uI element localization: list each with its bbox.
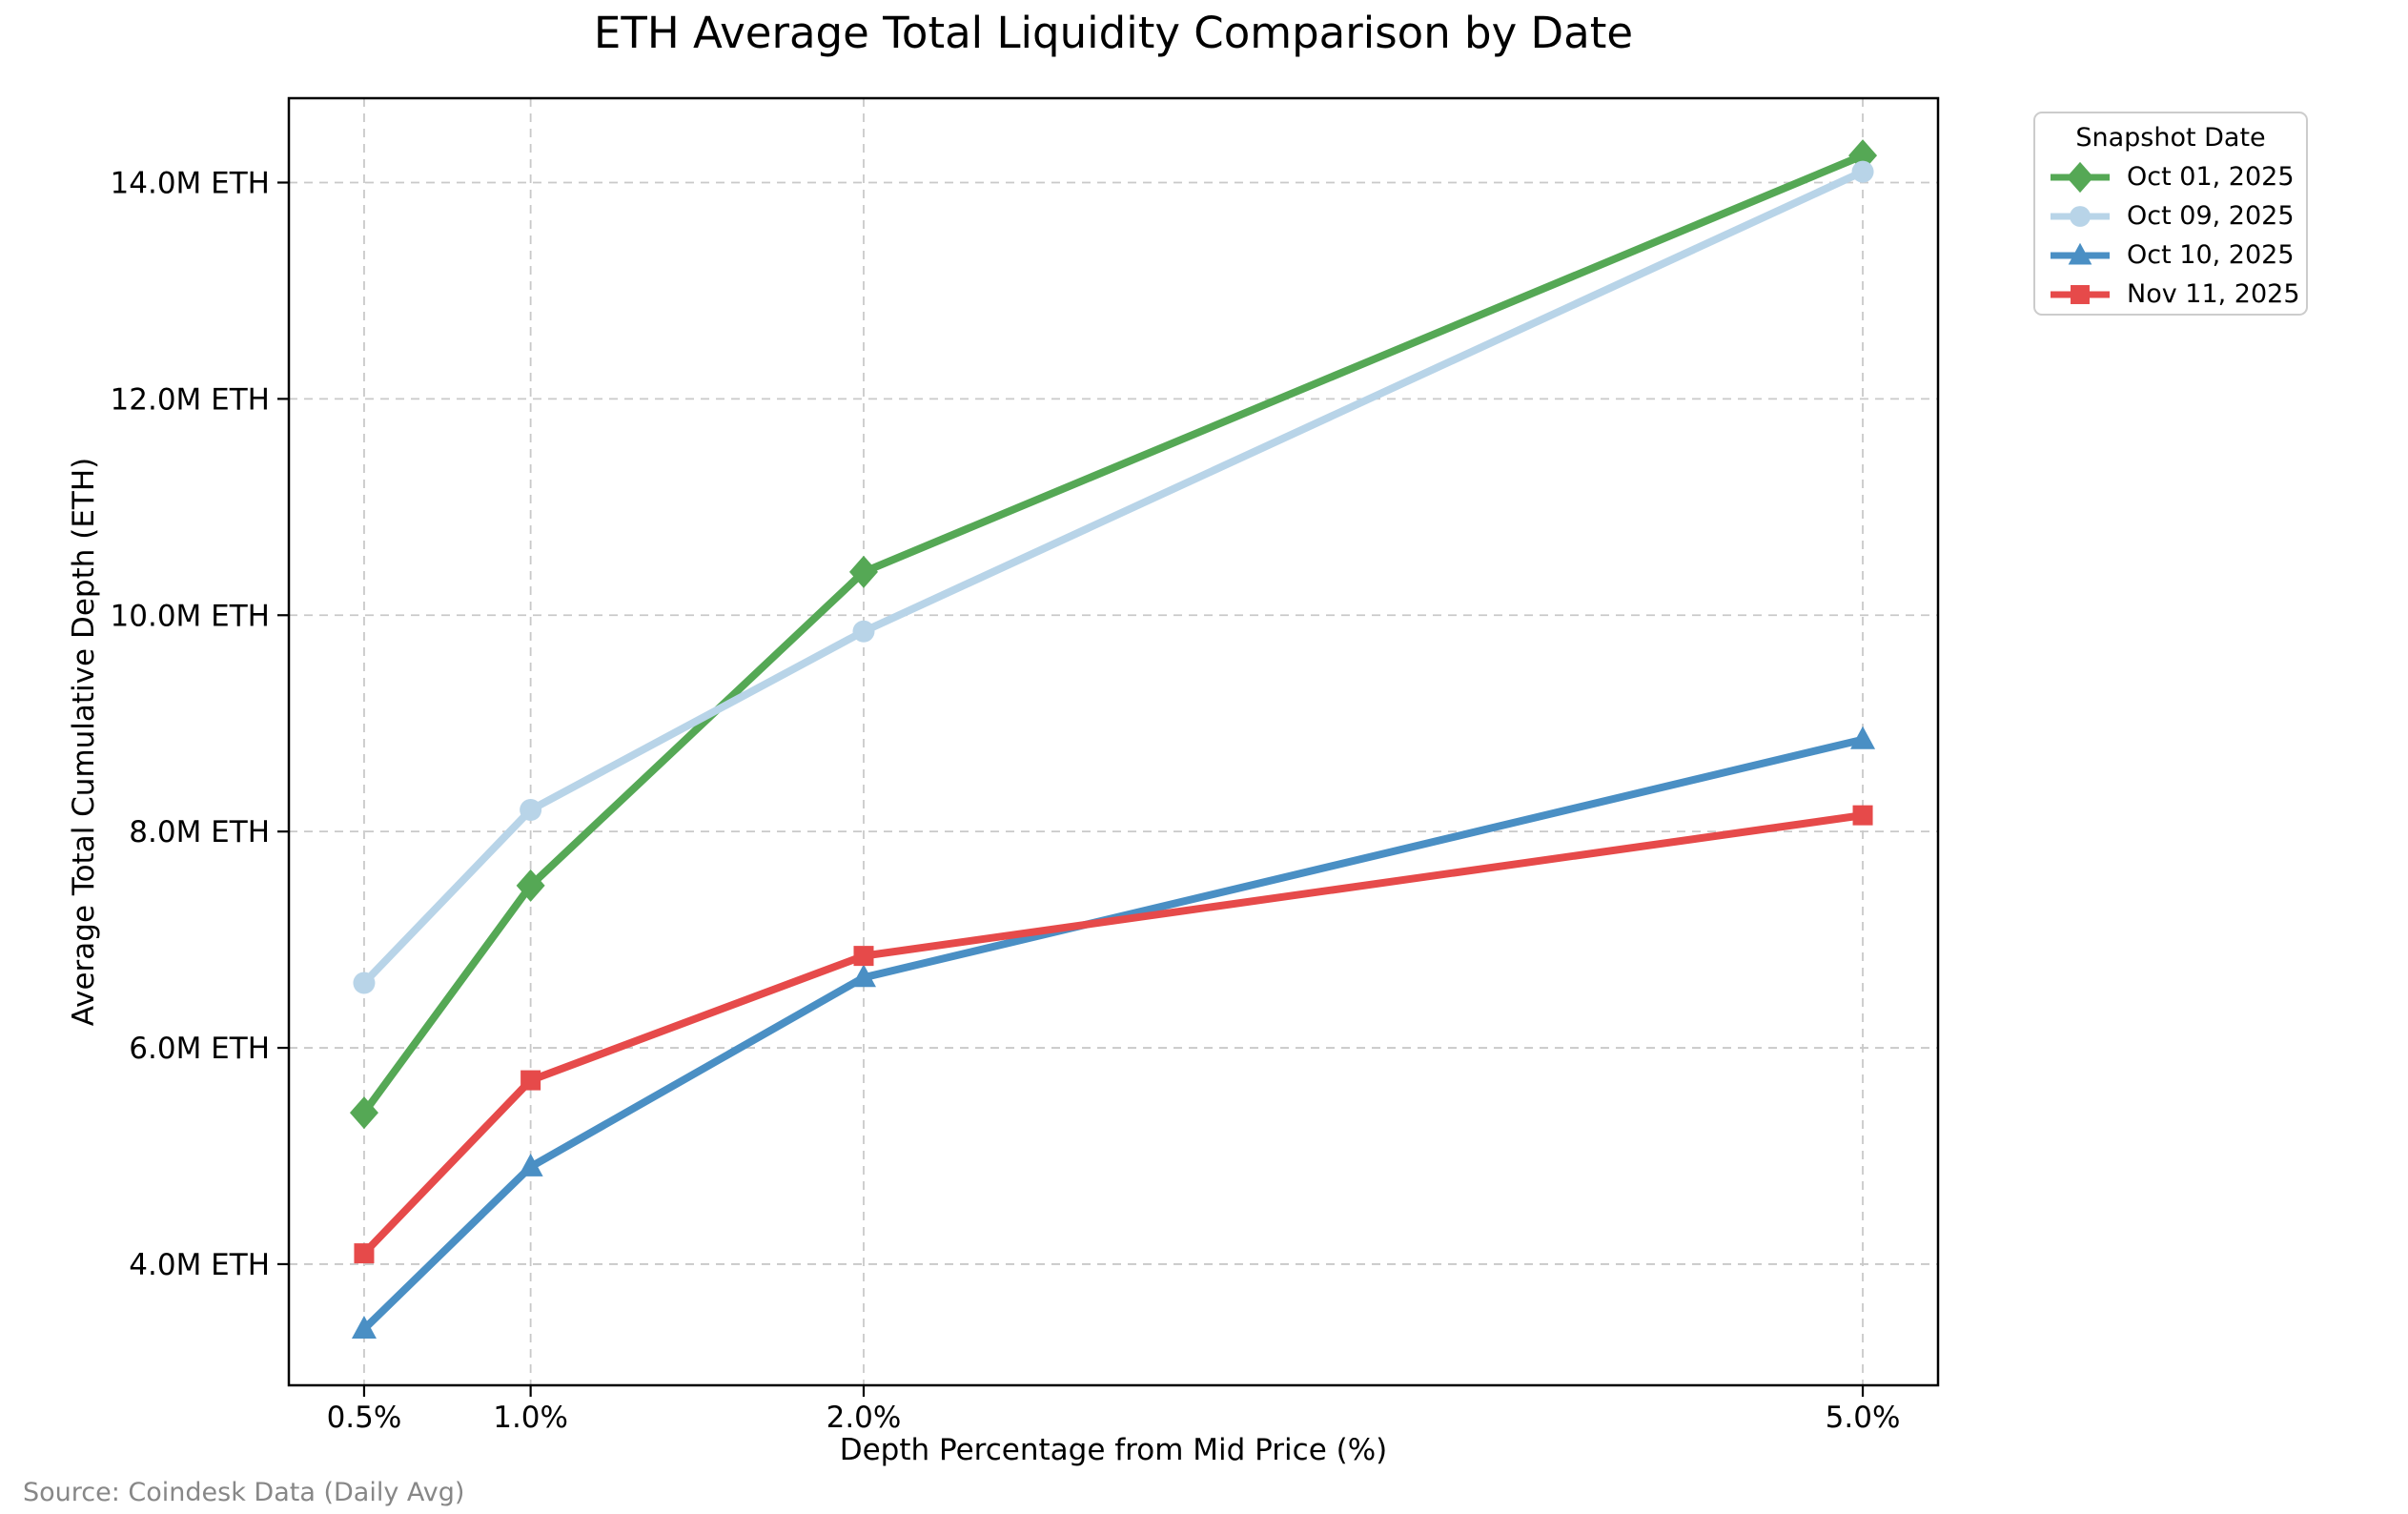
axes-border bbox=[287, 96, 1940, 1387]
source-note: Source: Coindesk Data (Daily Avg) bbox=[23, 1478, 465, 1507]
triangle-marker bbox=[351, 1316, 377, 1340]
square-marker bbox=[1852, 805, 1873, 826]
legend-item-label: Oct 01, 2025 bbox=[2127, 162, 2295, 192]
square-marker bbox=[2071, 284, 2090, 304]
x-tick-label: 1.0% bbox=[493, 1401, 568, 1435]
diamond-marker bbox=[349, 1096, 378, 1130]
legend: Snapshot Date Oct 01, 2025 Oct 09, 2025 Oc… bbox=[2033, 112, 2308, 316]
series-line bbox=[359, 735, 1867, 1334]
x-tick-label: 0.5% bbox=[327, 1401, 402, 1435]
legend-title: Snapshot Date bbox=[2075, 123, 2266, 153]
y-tick-label: 4.0M ETH bbox=[129, 1248, 270, 1282]
x-axis-label: Depth Percentage from Mid Price (%) bbox=[839, 1433, 1388, 1467]
y-tick-label: 10.0M ETH bbox=[111, 599, 270, 633]
legend-item-label: Oct 10, 2025 bbox=[2127, 240, 2295, 270]
legend-item: Oct 09, 2025 bbox=[2035, 196, 2306, 235]
triangle-marker bbox=[518, 1153, 543, 1176]
legend-item: Oct 10, 2025 bbox=[2035, 235, 2306, 275]
legend-item-label: Nov 11, 2025 bbox=[2127, 279, 2300, 309]
triangle-marker bbox=[1850, 726, 1876, 749]
legend-swatch bbox=[2051, 242, 2110, 264]
y-tick-label: 12.0M ETH bbox=[111, 382, 270, 417]
y-axis-label: Average Total Cumulative Depth (ETH) bbox=[67, 457, 101, 1027]
square-marker bbox=[520, 1070, 541, 1091]
series-line bbox=[359, 168, 1867, 987]
legend-item: Oct 01, 2025 bbox=[2035, 157, 2306, 196]
legend-item: Nov 11, 2025 bbox=[2035, 275, 2306, 314]
x-tick-label: 2.0% bbox=[826, 1401, 902, 1435]
square-marker bbox=[354, 1243, 375, 1264]
circle-marker bbox=[2070, 205, 2091, 227]
triangle-marker bbox=[2068, 242, 2092, 264]
chart-title: ETH Average Total Liquidity Comparison b… bbox=[593, 8, 1634, 58]
diamond-marker bbox=[2066, 161, 2094, 193]
y-tick-label: 8.0M ETH bbox=[129, 815, 270, 849]
legend-swatch bbox=[2051, 161, 2110, 193]
diamond-marker bbox=[848, 555, 878, 588]
diamond-marker bbox=[516, 869, 545, 902]
legend-item-label: Oct 09, 2025 bbox=[2127, 201, 2295, 231]
circle-marker bbox=[353, 972, 376, 994]
circle-marker bbox=[852, 620, 875, 643]
series-line bbox=[359, 152, 1867, 1117]
y-tick-label: 14.0M ETH bbox=[111, 166, 270, 200]
square-marker bbox=[853, 946, 874, 967]
legend-swatch bbox=[2051, 205, 2110, 227]
legend-swatch bbox=[2051, 284, 2110, 304]
legend-items: Oct 01, 2025 Oct 09, 2025 Oct 10, 2025 Nov … bbox=[2035, 157, 2306, 314]
series-line bbox=[359, 811, 1867, 1258]
triangle-marker bbox=[850, 964, 876, 988]
circle-marker bbox=[520, 798, 542, 821]
x-tick-label: 5.0% bbox=[1826, 1401, 1901, 1435]
y-tick-label: 6.0M ETH bbox=[129, 1032, 270, 1066]
circle-marker bbox=[1851, 160, 1874, 183]
